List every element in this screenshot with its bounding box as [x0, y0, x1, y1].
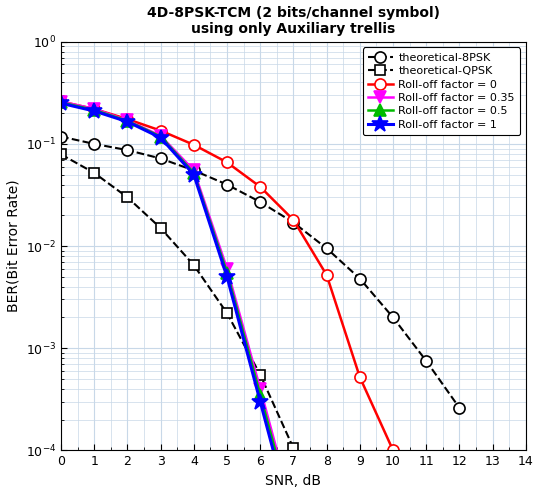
theoretical-QPSK — [224, 310, 230, 316]
theoretical-8PSK — [423, 358, 429, 364]
Roll-off factor = 0.5 — [58, 99, 64, 105]
Roll-off factor = 0 — [323, 272, 330, 278]
Roll-off factor = 0.5 — [191, 170, 197, 176]
theoretical-8PSK — [157, 156, 164, 162]
theoretical-8PSK — [323, 246, 330, 251]
theoretical-QPSK — [58, 152, 64, 158]
theoretical-QPSK — [91, 170, 97, 176]
Line: theoretical-QPSK: theoretical-QPSK — [56, 150, 332, 494]
theoretical-QPSK — [157, 225, 164, 231]
theoretical-QPSK — [290, 445, 296, 451]
Roll-off factor = 0 — [157, 127, 164, 133]
Line: Roll-off factor = 0.35: Roll-off factor = 0.35 — [55, 95, 300, 494]
Roll-off factor = 0.5 — [257, 392, 264, 398]
Roll-off factor = 0.35 — [224, 266, 230, 272]
Roll-off factor = 0.35 — [191, 167, 197, 173]
Roll-off factor = 1 — [91, 108, 97, 114]
Roll-off factor = 0.5 — [91, 107, 97, 113]
theoretical-8PSK — [91, 141, 97, 147]
Roll-off factor = 0.35 — [58, 99, 64, 105]
Roll-off factor = 0 — [257, 184, 264, 190]
Roll-off factor = 0 — [124, 116, 131, 122]
Roll-off factor = 0 — [91, 106, 97, 112]
Roll-off factor = 1 — [124, 119, 131, 124]
Roll-off factor = 0 — [58, 99, 64, 105]
theoretical-8PSK — [224, 182, 230, 188]
Roll-off factor = 0.5 — [157, 133, 164, 139]
Roll-off factor = 0.5 — [124, 118, 131, 124]
theoretical-8PSK — [390, 315, 396, 321]
Roll-off factor = 0.35 — [157, 133, 164, 139]
Roll-off factor = 1 — [191, 172, 197, 178]
theoretical-8PSK — [290, 219, 296, 225]
Legend: theoretical-8PSK, theoretical-QPSK, Roll-off factor = 0, Roll-off factor = 0.35,: theoretical-8PSK, theoretical-QPSK, Roll… — [363, 47, 521, 135]
theoretical-8PSK — [356, 276, 363, 282]
Roll-off factor = 0 — [191, 142, 197, 148]
Line: Roll-off factor = 0.5: Roll-off factor = 0.5 — [55, 96, 300, 494]
Roll-off factor = 0.35 — [124, 118, 131, 124]
Roll-off factor = 0 — [356, 374, 363, 380]
theoretical-8PSK — [58, 133, 64, 139]
Title: 4D-8PSK-TCM (2 bits/channel symbol)
using only Auxiliary trellis: 4D-8PSK-TCM (2 bits/channel symbol) usin… — [147, 6, 440, 37]
Y-axis label: BER(Bit Error Rate): BER(Bit Error Rate) — [6, 180, 21, 312]
X-axis label: SNR, dB: SNR, dB — [266, 474, 321, 488]
Roll-off factor = 1 — [224, 274, 230, 280]
Roll-off factor = 0 — [390, 448, 396, 453]
theoretical-QPSK — [124, 194, 131, 200]
Roll-off factor = 1 — [157, 135, 164, 141]
theoretical-QPSK — [257, 372, 264, 378]
theoretical-8PSK — [456, 405, 463, 411]
Roll-off factor = 1 — [257, 399, 264, 405]
Roll-off factor = 0.35 — [257, 386, 264, 392]
Line: theoretical-8PSK: theoretical-8PSK — [56, 131, 465, 413]
theoretical-8PSK — [257, 199, 264, 205]
theoretical-8PSK — [191, 167, 197, 173]
Roll-off factor = 1 — [58, 100, 64, 106]
Line: Roll-off factor = 0: Roll-off factor = 0 — [56, 96, 399, 456]
Line: Roll-off factor = 1: Roll-off factor = 1 — [53, 95, 302, 494]
theoretical-QPSK — [191, 262, 197, 268]
Roll-off factor = 0.35 — [91, 106, 97, 112]
Roll-off factor = 0 — [290, 217, 296, 223]
Roll-off factor = 0 — [224, 160, 230, 165]
theoretical-8PSK — [124, 147, 131, 153]
Roll-off factor = 0.5 — [224, 270, 230, 276]
